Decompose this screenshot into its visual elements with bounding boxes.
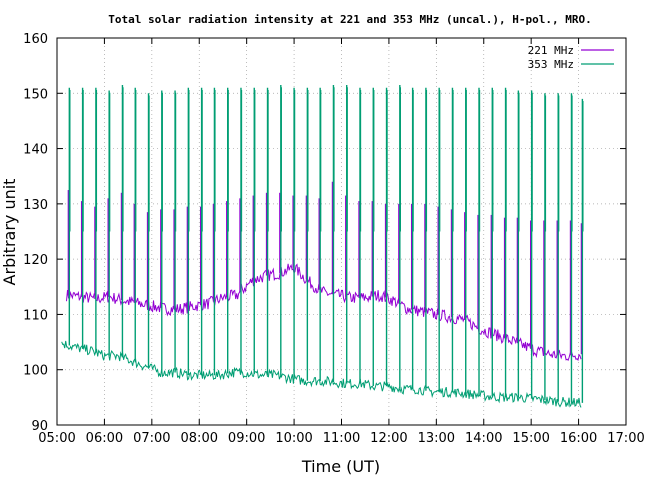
- x-tick-label: 09:00: [228, 431, 265, 446]
- y-tick-label: 110: [23, 308, 48, 323]
- x-tick-label: 06:00: [86, 431, 123, 446]
- plot-area: [61, 84, 584, 408]
- x-tick-label: 11:00: [323, 431, 360, 446]
- x-tick-label: 17:00: [607, 431, 644, 446]
- chart-title: Total solar radiation intensity at 221 a…: [108, 13, 591, 26]
- series-line: [66, 263, 582, 362]
- y-tick-label: 100: [23, 364, 48, 379]
- series-221-mhz: [66, 181, 583, 362]
- x-tick-label: 08:00: [181, 431, 218, 446]
- legend-label: 353 MHz: [528, 58, 574, 71]
- y-tick-label: 120: [23, 253, 48, 268]
- x-tick-label: 10:00: [275, 431, 312, 446]
- y-tick-label: 160: [23, 32, 48, 47]
- series-353-mhz: [61, 84, 584, 408]
- x-axis-label: Time (UT): [301, 457, 380, 476]
- x-tick-label: 07:00: [133, 431, 170, 446]
- x-tick-label: 14:00: [465, 431, 502, 446]
- x-tick-label: 13:00: [418, 431, 455, 446]
- x-tick-label: 05:00: [38, 431, 75, 446]
- axes: 05:00 06:00 07:00 08:00 09:00 10:00 11:00 12:00…: [23, 32, 645, 446]
- x-tick-label: 15:00: [512, 431, 549, 446]
- y-axis-label: Arbitrary unit: [0, 179, 19, 286]
- legend-label: 221 MHz: [528, 44, 574, 57]
- x-tick-label: 16:00: [560, 431, 597, 446]
- y-tick-label: 90: [31, 419, 48, 434]
- y-tick-label: 150: [23, 87, 48, 102]
- x-tick-label: 12:00: [370, 431, 407, 446]
- series-line: [61, 340, 582, 408]
- y-tick-label: 140: [23, 143, 48, 158]
- y-tick-label: 130: [23, 198, 48, 213]
